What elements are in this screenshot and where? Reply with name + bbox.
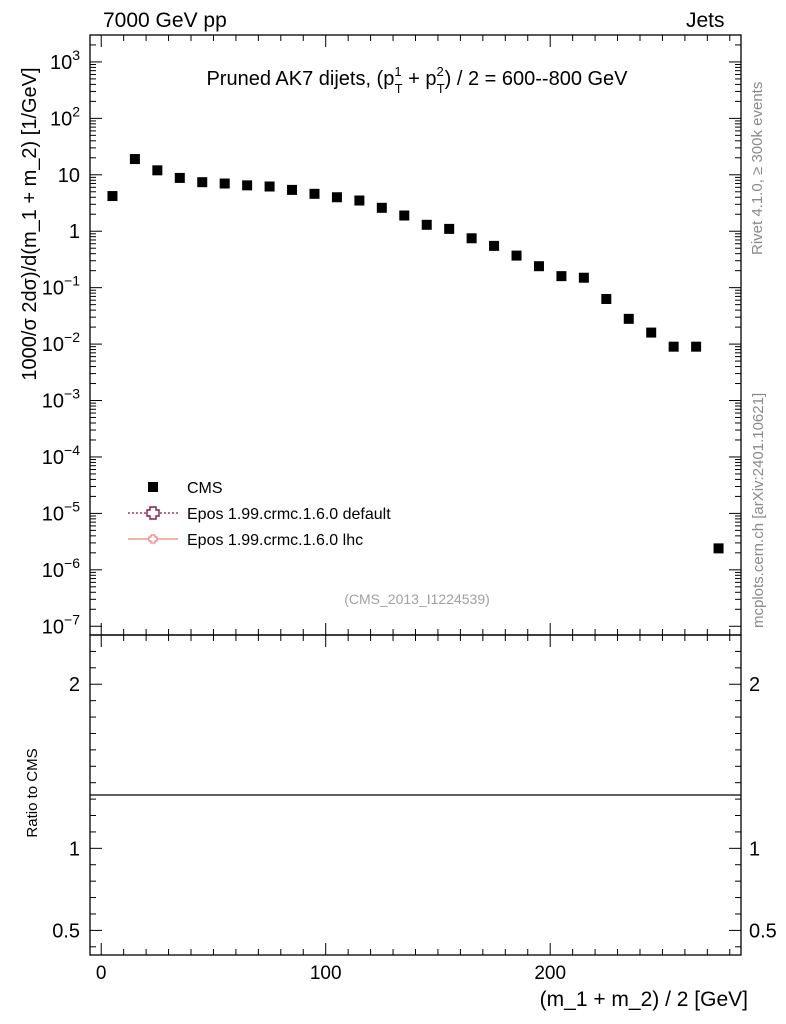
cms-data-point	[489, 240, 500, 251]
cms-data-point	[309, 188, 320, 199]
x-axis-label: (m_1 + m_2) / 2 [GeV]	[540, 988, 748, 1011]
title-sub1: T	[395, 81, 403, 96]
cms-data-point	[174, 172, 185, 183]
cms-data-point	[646, 327, 657, 338]
ratio-tick-label-left: 2	[69, 674, 80, 696]
header-right: Jets	[686, 9, 725, 32]
cms-data-point	[219, 178, 230, 189]
rivet-label: Rivet 4.1.0, ≥ 300k events	[749, 82, 766, 255]
ratio-tick-label-left: 1	[69, 838, 80, 860]
legend-label-cms: CMS	[187, 480, 223, 497]
mcplots-label: mcplots.cern.ch [arXiv:2401.10621]	[750, 393, 767, 628]
cms-data-point	[242, 180, 253, 191]
y-axis-label: 1000/σ 2dσ)/d(m_1 + m_2) [1/GeV]	[19, 67, 41, 380]
cms-data-point	[668, 341, 679, 352]
ticks: 0 100 20010310210110−110−210−310−410−510−6…	[42, 34, 777, 984]
y-tick-label: 10−4	[42, 442, 80, 469]
y-tick-label: 103	[50, 47, 80, 74]
cms-data-point	[107, 191, 118, 202]
title-sub2: T	[437, 81, 445, 96]
legend: CMS Epos 1.99.crmc.1.6.0 default Epos 1.…	[128, 480, 391, 549]
cms-data-point	[556, 271, 567, 282]
cms-data-point	[331, 192, 342, 203]
y-tick-label: 10	[58, 165, 80, 187]
cms-data-point	[399, 210, 410, 221]
legend-label-epos-default: Epos 1.99.crmc.1.6.0 default	[187, 506, 391, 523]
title-suffix: ) / 2 = 600--800 GeV	[445, 68, 629, 90]
title-plus: + p	[403, 68, 437, 90]
ratio-tick-label-left: 0.5	[52, 920, 80, 942]
watermark: (CMS_2013_I1224539)	[344, 591, 490, 607]
chart-title: Pruned AK7 dijets, (p1 T + p2 T) / 2 = 600…	[206, 64, 628, 96]
y-tick-label: 10−2	[42, 329, 80, 356]
title-sup1: 1	[394, 64, 401, 79]
y-tick-label: 102	[50, 103, 80, 130]
y-tick-label: 10−3	[42, 386, 80, 413]
y-tick-label: 10−5	[42, 498, 80, 525]
y-tick-label: 10−6	[42, 555, 80, 582]
cms-data-point	[601, 293, 612, 304]
cms-data-point	[264, 181, 275, 192]
title-sup2: 2	[436, 64, 443, 79]
legend-marker-epos-default	[146, 506, 160, 520]
y-tick-label: 10−1	[42, 273, 80, 300]
cms-data-point	[623, 313, 634, 324]
legend-label-epos-lhc: Epos 1.99.crmc.1.6.0 lhc	[187, 532, 363, 549]
cms-data-point	[129, 154, 140, 165]
ratio-tick-label-right: 2	[749, 674, 760, 696]
cms-data-point	[152, 165, 163, 176]
header-left: 7000 GeV pp	[103, 9, 227, 32]
x-tick-label: 0	[96, 963, 107, 984]
ratio-tick-label-right: 0.5	[749, 920, 777, 942]
x-tick-label: 100	[310, 963, 342, 984]
cms-data-point	[421, 219, 432, 230]
cms-data-point	[466, 233, 477, 244]
cms-data-point	[287, 184, 298, 195]
cms-data-point	[511, 250, 522, 261]
x-tick-label: 200	[534, 963, 566, 984]
cms-data-point	[376, 202, 387, 213]
cms-data-point	[197, 177, 208, 188]
cms-data-point	[713, 543, 724, 554]
legend-marker-epos-lhc	[148, 534, 158, 544]
cms-data-point	[533, 261, 544, 272]
cms-points	[107, 154, 724, 554]
legend-marker-cms	[148, 482, 158, 492]
y-tick-label: 10−7	[42, 611, 80, 638]
y-tick-label: 1	[69, 221, 80, 243]
cms-data-point	[691, 341, 702, 352]
cms-data-point	[354, 195, 365, 206]
ratio-y-axis-label: Ratio to CMS	[24, 748, 41, 837]
title-prefix: Pruned AK7 dijets, (p	[206, 68, 394, 90]
cms-data-point	[444, 223, 455, 234]
ratio-tick-label-right: 1	[749, 838, 760, 860]
cms-data-point	[578, 272, 589, 283]
